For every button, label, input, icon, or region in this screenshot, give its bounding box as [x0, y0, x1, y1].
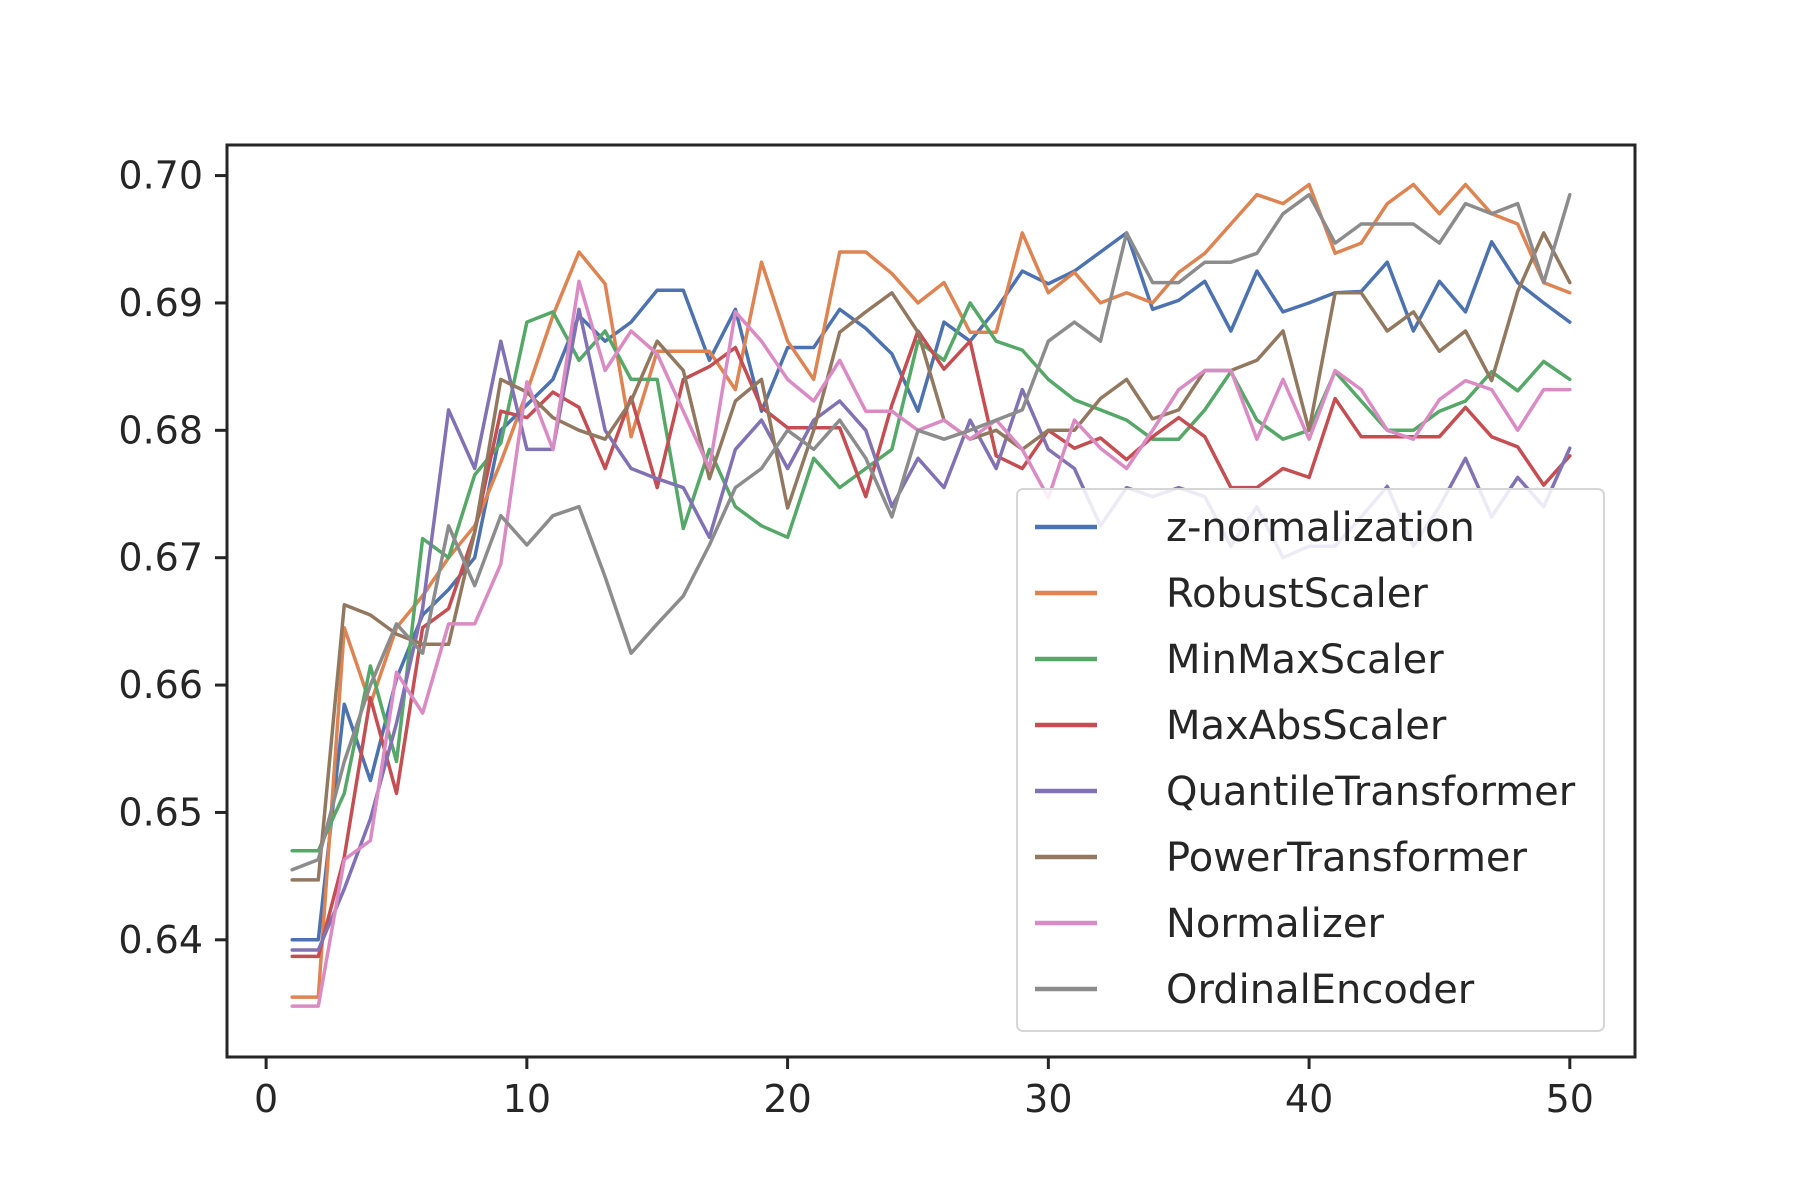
x-tick-label: 40	[1285, 1077, 1333, 1121]
series-line-ordinalencoder	[290, 192, 1572, 872]
x-tick-label: 30	[1024, 1077, 1072, 1121]
y-tick-label: 0.69	[118, 281, 203, 325]
x-tick-label: 20	[763, 1077, 811, 1121]
series-line-robustscaler	[290, 182, 1572, 999]
legend-label: MaxAbsScaler	[1166, 703, 1447, 749]
legend-label: OrdinalEncoder	[1166, 967, 1475, 1013]
series-lines	[290, 182, 1572, 1008]
x-tick-label: 10	[503, 1077, 551, 1121]
y-tick-label: 0.64	[118, 918, 203, 962]
legend-label: MinMaxScaler	[1166, 637, 1444, 683]
x-tick-label: 50	[1546, 1077, 1594, 1121]
plot-frame	[225, 143, 1637, 1059]
x-tick-label: 0	[254, 1077, 278, 1121]
legend-label: QuantileTransformer	[1166, 769, 1576, 815]
y-tick-label: 0.66	[118, 663, 203, 707]
legend-label: Normalizer	[1166, 901, 1384, 947]
legend-label: RobustScaler	[1166, 571, 1428, 617]
y-tick-label: 0.68	[118, 408, 203, 452]
series-line-maxabsscaler	[290, 329, 1572, 959]
y-tick-label: 0.67	[118, 536, 203, 580]
series-line-powertransformer	[290, 231, 1572, 882]
y-axis: 0.64 0.65 0.66 0.67 0.68 0.69 0.70	[118, 154, 227, 962]
legend: z-normalization RobustScaler MinMaxScaler M…	[1016, 488, 1605, 1032]
legend-label: z-normalization	[1166, 505, 1475, 551]
legend-box	[1016, 488, 1605, 1032]
legend-label: PowerTransformer	[1166, 835, 1528, 881]
series-line-normalizer	[290, 279, 1572, 1008]
x-axis: 0 10 20 30 40 50	[254, 1057, 1594, 1121]
y-tick-label: 0.65	[118, 790, 203, 834]
y-tick-label: 0.70	[118, 154, 203, 198]
